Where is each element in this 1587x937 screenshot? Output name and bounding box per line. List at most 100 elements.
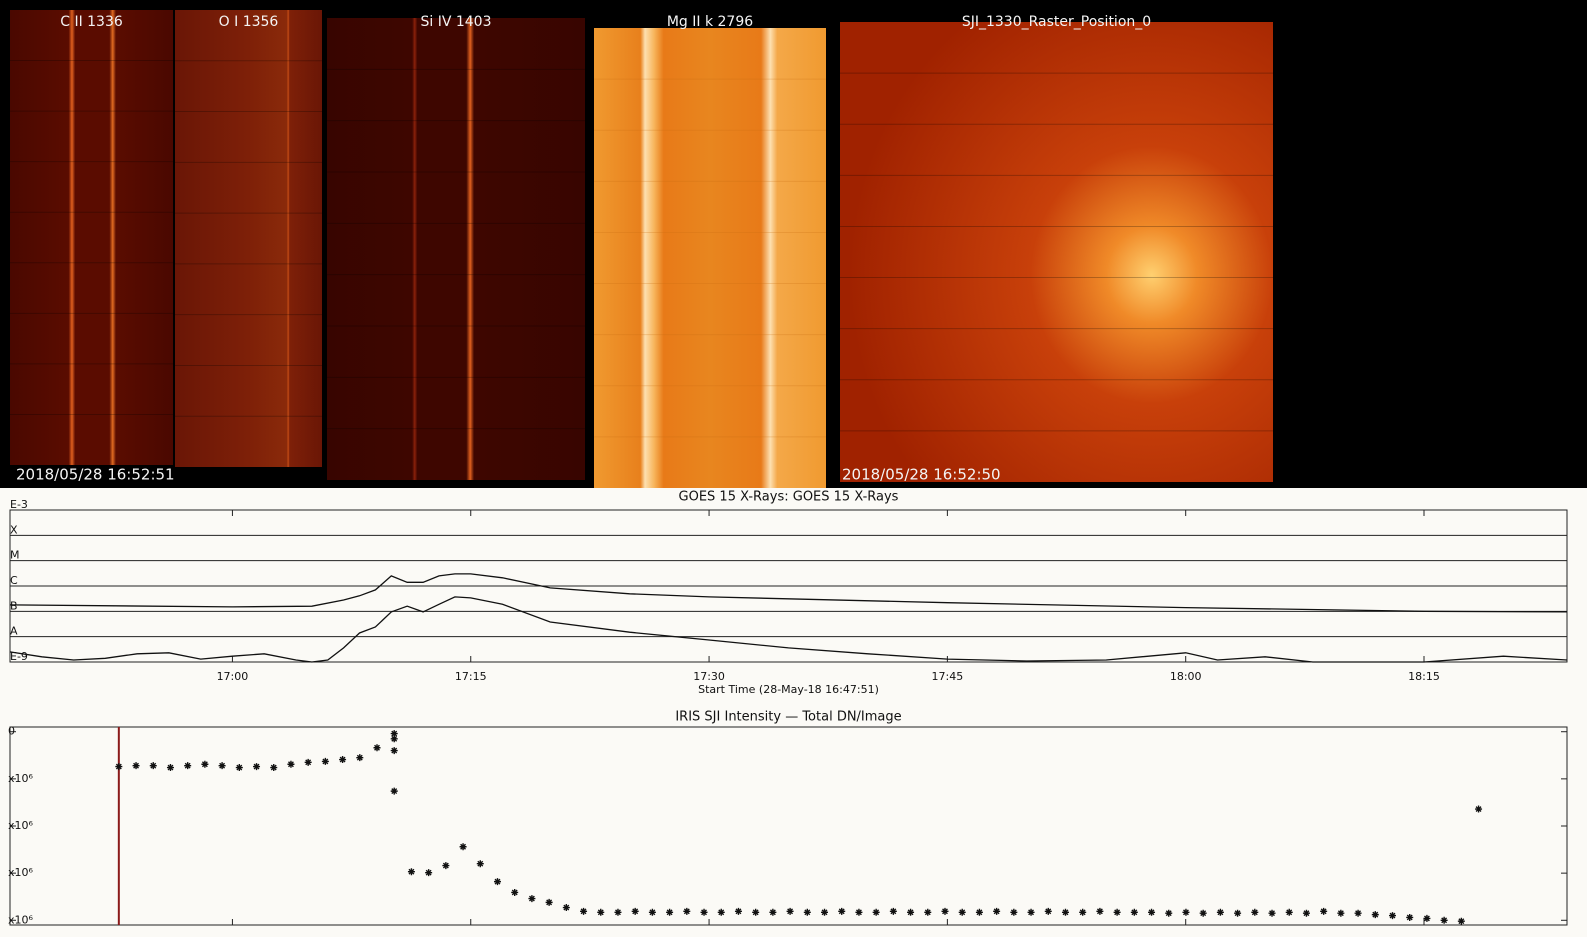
intensity-point [976, 909, 983, 916]
x-tick-label: 17:00 [217, 670, 249, 683]
y-tick-label: B [10, 599, 18, 612]
intensity-point [1441, 917, 1448, 924]
intensity-point [787, 908, 794, 915]
plot-frame [10, 727, 1567, 925]
intensity-point [1303, 910, 1310, 917]
image-label: SJI_1330_Raster_Position_0 [962, 14, 1151, 30]
intensity-point [1251, 909, 1258, 916]
y-tick-label: C [10, 574, 18, 587]
y-tick-label: E-3 [10, 498, 28, 511]
intensity-point [924, 909, 931, 916]
x-tick-label: 18:00 [1170, 670, 1202, 683]
x-tick-label: 17:45 [932, 670, 964, 683]
intensity-point [1423, 915, 1430, 922]
intensity-point [890, 908, 897, 915]
intensity-point [184, 762, 191, 769]
intensity-point [580, 908, 587, 915]
intensity-point [873, 909, 880, 916]
y-tick-label: x10⁶ [8, 866, 34, 879]
image-label: O I 1356 [219, 14, 279, 30]
intensity-point [1458, 918, 1465, 925]
intensity-point [683, 908, 690, 915]
intensity-point [270, 764, 277, 771]
intensity-point [1045, 908, 1052, 915]
intensity-point [718, 909, 725, 916]
intensity-point [838, 908, 845, 915]
intensity-point [993, 908, 1000, 915]
intensity-point [1320, 908, 1327, 915]
timestamp: 2018/05/28 16:52:50 [842, 466, 1001, 484]
intensity-point [1010, 909, 1017, 916]
chart-title: GOES 15 X-Rays: GOES 15 X-Rays [679, 490, 899, 505]
intensity-point [356, 754, 363, 761]
intensity-point [528, 895, 535, 902]
spectrum-image [594, 28, 826, 488]
intensity-point [150, 762, 157, 769]
intensity-point [236, 764, 243, 771]
intensity-point [1475, 806, 1482, 813]
intensity-point [1234, 910, 1241, 917]
intensity-point [133, 762, 140, 769]
intensity-point [907, 909, 914, 916]
intensity-point [614, 909, 621, 916]
intensity-point [1286, 909, 1293, 916]
intensity-point [649, 909, 656, 916]
intensity-point [1389, 912, 1396, 919]
intensity-point [442, 862, 449, 869]
intensity-point [769, 909, 776, 916]
intensity-point [735, 908, 742, 915]
y-tick-label: A [10, 625, 18, 638]
intensity-point [1079, 909, 1086, 916]
intensity-point [1269, 910, 1276, 917]
intensity-point [201, 761, 208, 768]
spectrum-image [175, 10, 322, 467]
x-tick-label: 17:30 [693, 670, 725, 683]
intensity-point [941, 908, 948, 915]
chart-title: IRIS SJI Intensity — Total DN/Image [675, 710, 901, 725]
y-tick-label: 0 [8, 725, 15, 738]
intensity-point [219, 762, 226, 769]
intensity-point [391, 747, 398, 754]
intensity-point [959, 909, 966, 916]
intensity-point [821, 909, 828, 916]
intensity-point [374, 744, 381, 751]
x-tick-label: 18:15 [1408, 670, 1440, 683]
intensity-point [701, 909, 708, 916]
y-tick-label: M [10, 549, 20, 562]
intensity-point [477, 860, 484, 867]
intensity-point [1148, 909, 1155, 916]
intensity-point [425, 869, 432, 876]
y-tick-label: x10⁶ [8, 913, 34, 926]
intensity-point [322, 758, 329, 765]
image-label: Mg II k 2796 [667, 14, 753, 30]
intensity-point [1131, 909, 1138, 916]
intensity-point [1217, 909, 1224, 916]
intensity-point [511, 889, 518, 896]
intensity-point [1406, 914, 1413, 921]
y-tick-label: x10⁶ [8, 819, 34, 832]
intensity-point [1096, 908, 1103, 915]
intensity-point [167, 764, 174, 771]
y-tick-label: x10⁶ [8, 772, 34, 785]
intensity-point [546, 899, 553, 906]
flux-line [10, 574, 1567, 612]
intensity-point [339, 756, 346, 763]
intensity-point [1028, 909, 1035, 916]
intensity-point [666, 909, 673, 916]
intensity-point [632, 908, 639, 915]
intensity-point [391, 730, 398, 737]
x-tick-label: 17:15 [455, 670, 487, 683]
image-label: Si IV 1403 [420, 14, 491, 30]
image-label: C II 1336 [60, 14, 123, 30]
intensity-point [563, 904, 570, 911]
intensity-point [460, 843, 467, 850]
y-tick-label: X [10, 523, 18, 536]
intensity-point [1165, 910, 1172, 917]
spectrum-image [327, 18, 585, 480]
intensity-point [305, 759, 312, 766]
intensity-point [855, 909, 862, 916]
intensity-point [115, 763, 122, 770]
image-panels: C II 1336 O I 1356 Si IV 1403 Mg II k 2796 S… [10, 10, 1273, 488]
intensity-point [1062, 909, 1069, 916]
